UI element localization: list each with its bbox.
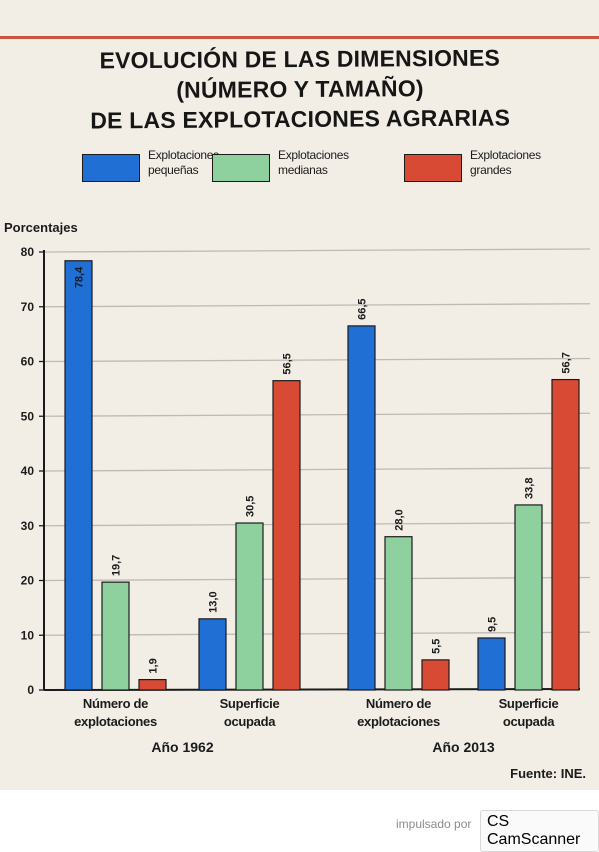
- gridline: [43, 303, 591, 308]
- bar-value-label: 56,7: [561, 352, 573, 373]
- y-axis-label: Porcentajes: [4, 220, 78, 235]
- bar-value-label: 19,7: [111, 555, 123, 576]
- bar-large: [272, 380, 301, 691]
- bar-large: [138, 678, 167, 691]
- y-tick-label: 50: [21, 409, 35, 423]
- category-label: Superficie: [220, 696, 280, 711]
- y-tick-label: 10: [21, 628, 35, 642]
- bar-medium: [235, 522, 264, 691]
- camscanner-watermark: CS CamScanner: [480, 810, 599, 852]
- category-label: ocupada: [224, 714, 276, 729]
- bar-medium: [384, 536, 413, 691]
- y-tick-label: 60: [21, 355, 35, 369]
- legend-label-medium: Explotaciones medianas: [278, 148, 349, 177]
- legend-swatch-large: [404, 154, 462, 182]
- bar-value-label: 1,9: [148, 658, 160, 673]
- gridline: [43, 576, 591, 582]
- category-label: explotaciones: [357, 714, 440, 729]
- bar-value-label: 66,5: [357, 298, 369, 319]
- bar-value-label: 5,5: [431, 639, 443, 654]
- camscanner-brand: CamScanner: [487, 831, 581, 848]
- gridline: [43, 248, 591, 253]
- gridline: [43, 412, 591, 417]
- y-tick-label: 20: [21, 574, 35, 588]
- bar-small: [64, 260, 93, 691]
- bar-chart: 0 10 20 30 40 50 60 70 80 Porcentajes 78,4 19,7 1,9 1…: [4, 220, 591, 781]
- gridline: [43, 631, 591, 636]
- legend-label-small: Explotaciones pequeñas: [148, 148, 219, 177]
- category-label: Número de: [366, 696, 431, 711]
- camscanner-logo-icon: CS: [487, 813, 510, 830]
- bar-small: [347, 325, 376, 691]
- bar-value-label: 33,8: [524, 478, 536, 499]
- bar-large: [551, 378, 580, 691]
- group-label: Año 2013: [432, 739, 494, 755]
- bar-value-label: 28,0: [394, 509, 406, 530]
- gridline: [43, 522, 591, 527]
- category-label: Número de: [83, 696, 148, 711]
- bar-value-label: 13,0: [208, 591, 220, 612]
- y-tick-label: 70: [21, 300, 35, 314]
- legend-label-large: Explotaciones grandes: [470, 148, 541, 177]
- powered-by-text: impulsado por: [396, 813, 477, 835]
- gridline: [43, 467, 591, 472]
- powered-by-label: impulsado por: [396, 817, 472, 831]
- bar-value-label: 78,4: [74, 266, 86, 288]
- bar-medium: [514, 504, 543, 691]
- category-label: ocupada: [503, 714, 555, 729]
- bar-value-label: 9,5: [487, 617, 499, 632]
- bar-medium: [101, 581, 130, 691]
- legend-swatch-small: [82, 154, 140, 182]
- bar-value-label: 30,5: [245, 496, 257, 517]
- category-label: explotaciones: [74, 714, 157, 729]
- bar-small: [198, 618, 227, 691]
- top-rule: [0, 36, 599, 39]
- category-label: Superficie: [499, 696, 559, 711]
- gridline: [43, 357, 591, 363]
- y-tick-label: 30: [21, 519, 35, 533]
- group-label: Año 1962: [151, 739, 213, 755]
- bar-small: [477, 637, 506, 691]
- y-tick-label: 80: [21, 245, 35, 259]
- bar-large: [421, 659, 450, 691]
- y-tick-label: 0: [27, 683, 34, 697]
- y-tick-label: 40: [21, 464, 35, 478]
- source-note: Fuente: INE.: [510, 766, 586, 781]
- bar-value-label: 56,5: [282, 353, 294, 374]
- legend-swatch-medium: [212, 154, 270, 182]
